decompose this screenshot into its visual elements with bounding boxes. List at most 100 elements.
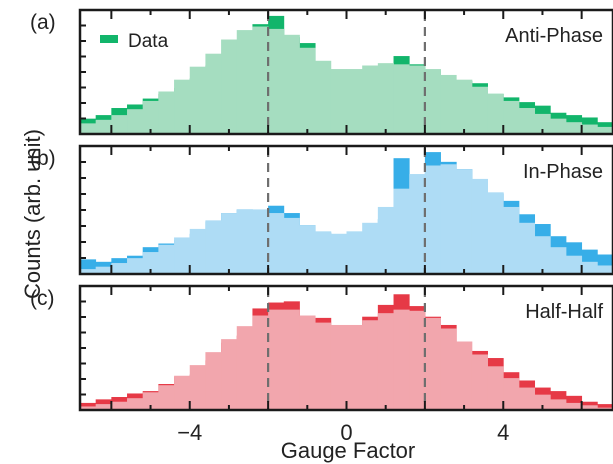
fit-bar-17 <box>346 69 363 134</box>
fit-bar-2 <box>111 401 128 410</box>
fit-bar-27 <box>503 206 520 274</box>
fit-bar-26 <box>487 366 504 410</box>
fit-bar-29 <box>534 236 551 274</box>
fit-bar-14 <box>299 225 316 274</box>
fit-bar-5 <box>158 385 175 410</box>
fit-bar-30 <box>550 247 567 274</box>
panel-1: (a) Anti-Phase <box>30 8 613 136</box>
histogram-bar-0 <box>80 402 97 410</box>
x-tick-label-4: 4 <box>497 420 509 445</box>
fit-bar-16 <box>330 324 347 410</box>
fit-bar-18 <box>362 222 379 274</box>
y-axis-label: Counts (arb. unit) <box>20 129 45 299</box>
fit-bar-31 <box>565 122 583 134</box>
fit-bar-0 <box>80 406 97 410</box>
panel-title: Half-Half <box>525 301 603 323</box>
fit-bar-9 <box>221 39 238 134</box>
fit-bar-3 <box>127 398 144 410</box>
fit-bar-13 <box>283 34 300 134</box>
panel-3: (c) Half-Half <box>30 284 613 412</box>
panel-label: (c) <box>30 287 55 310</box>
fit-bar-6 <box>174 375 191 410</box>
fit-bar-23 <box>440 74 457 134</box>
fit-bar-8 <box>205 53 222 135</box>
fit-bar-18 <box>362 65 379 134</box>
fit-bar-4 <box>142 392 159 410</box>
fit-bar-4 <box>142 252 159 274</box>
fit-band-series <box>80 309 613 410</box>
fit-bar-8 <box>205 220 222 274</box>
fit-bar-24 <box>456 79 473 134</box>
fit-bar-14 <box>299 315 316 410</box>
fit-bar-33 <box>597 126 613 134</box>
fit-bar-28 <box>518 387 536 410</box>
fit-bar-25 <box>471 86 488 134</box>
fit-bar-19 <box>377 63 394 134</box>
fit-bar-32 <box>581 405 598 410</box>
fit-band-series <box>80 26 613 135</box>
fit-bar-23 <box>440 164 457 274</box>
fit-bar-6 <box>174 79 191 134</box>
fit-bar-0 <box>80 123 97 134</box>
fit-bar-21 <box>409 174 426 274</box>
fit-bar-20 <box>393 64 410 134</box>
x-tick-label-0: 0 <box>340 420 352 445</box>
fit-bar-18 <box>362 320 379 410</box>
fit-bar-10 <box>236 209 253 274</box>
fit-bar-7 <box>189 365 206 410</box>
fit-band-series <box>80 164 613 274</box>
fit-bar-3 <box>127 258 144 274</box>
fit-bar-31 <box>565 402 583 410</box>
fit-bar-15 <box>315 231 332 274</box>
fit-bar-27 <box>503 378 520 410</box>
fit-bar-25 <box>471 354 488 410</box>
fit-bar-15 <box>315 322 332 410</box>
fit-bar-24 <box>456 169 473 274</box>
fit-bar-28 <box>518 222 536 274</box>
fit-bar-3 <box>127 109 144 134</box>
fit-bar-17 <box>346 231 363 274</box>
fit-bar-25 <box>471 178 488 274</box>
fit-bar-1 <box>95 266 112 274</box>
fit-bar-29 <box>534 113 551 134</box>
fit-bar-8 <box>205 352 222 410</box>
fit-bar-12 <box>268 28 285 134</box>
fit-bar-11 <box>252 26 269 135</box>
panel-2: (b) In-Phase <box>30 144 613 276</box>
panel-label: (a) <box>30 11 56 34</box>
x-axis-label: Gauge Factor <box>281 438 416 463</box>
fit-bar-10 <box>236 30 253 134</box>
fit-bar-10 <box>236 326 253 410</box>
fit-bar-2 <box>111 115 128 134</box>
histogram-bar-33 <box>597 404 613 410</box>
fit-bar-2 <box>111 263 128 274</box>
panels-group: (a) Anti-Phase (b) In-Phase (c) Half-Half Data <box>30 8 613 412</box>
fit-bar-32 <box>581 261 598 274</box>
fit-bar-11 <box>252 315 269 410</box>
fit-bar-7 <box>189 228 206 274</box>
fit-bar-20 <box>393 309 410 410</box>
fit-bar-13 <box>283 309 300 410</box>
fit-bar-22 <box>424 165 441 274</box>
fit-bar-30 <box>550 118 567 134</box>
fit-bar-32 <box>581 124 598 134</box>
fit-bar-16 <box>330 233 347 274</box>
fit-bar-19 <box>377 206 394 274</box>
fit-bar-5 <box>158 244 175 274</box>
panel-label: (b) <box>30 147 56 170</box>
fit-bar-22 <box>424 69 441 134</box>
fit-bar-26 <box>487 93 504 134</box>
fit-bar-14 <box>299 47 316 134</box>
panel-title: In-Phase <box>523 161 603 183</box>
fit-bar-12 <box>268 309 285 410</box>
fit-bar-31 <box>565 255 583 274</box>
fit-bar-6 <box>174 237 191 274</box>
fit-bar-16 <box>330 69 347 134</box>
fit-bar-28 <box>518 108 536 134</box>
fit-bar-30 <box>550 399 567 410</box>
x-tick-label--4: −4 <box>177 420 202 445</box>
fit-bar-1 <box>95 119 112 134</box>
fit-bar-9 <box>221 213 238 274</box>
fit-bar-27 <box>503 100 520 134</box>
